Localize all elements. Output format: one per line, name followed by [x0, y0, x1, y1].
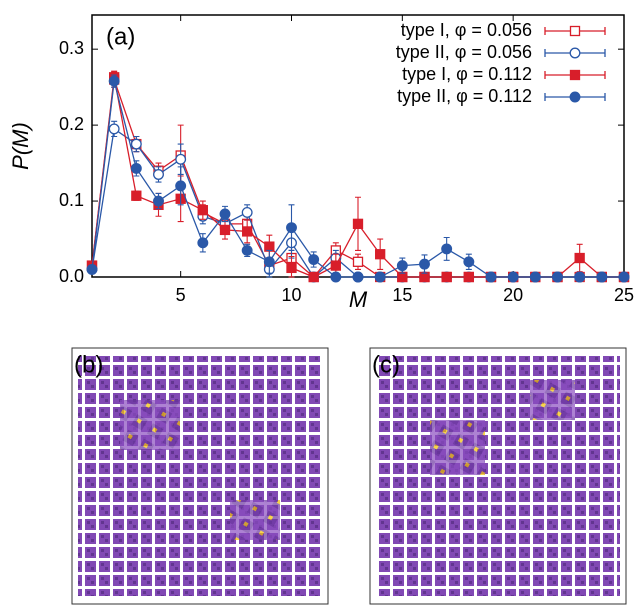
rendering: [78, 356, 322, 596]
marker: [574, 252, 585, 264]
marker: [569, 47, 581, 59]
marker: [286, 262, 297, 274]
marker: [397, 271, 408, 283]
marker: [242, 226, 253, 237]
marker: [241, 206, 253, 218]
marker: [330, 271, 342, 283]
marker: [419, 271, 430, 283]
legend-label: type II, φ = 0.112: [397, 86, 532, 106]
rendering: [230, 500, 280, 540]
panel-label: (c): [372, 351, 400, 378]
x-tick-label: 5: [176, 285, 186, 305]
marker: [286, 222, 297, 234]
marker: [569, 69, 581, 81]
marker: [308, 271, 319, 283]
legend-label: type II, φ = 0.056: [396, 42, 532, 62]
x-tick-label: 15: [392, 285, 412, 305]
y-axis-label: P(M): [8, 122, 33, 170]
marker: [131, 190, 142, 201]
marker: [507, 271, 519, 283]
marker: [330, 260, 341, 271]
marker: [219, 224, 231, 236]
panel-label: (a): [106, 23, 135, 50]
y-tick-label: 0.3: [59, 38, 84, 58]
x-tick-label: 25: [614, 285, 634, 305]
marker: [264, 241, 275, 252]
panel-label: (b): [74, 351, 103, 378]
rendering: [120, 400, 180, 450]
marker: [153, 169, 164, 180]
legend-label: type I, φ = 0.056: [401, 20, 532, 40]
marker: [153, 195, 164, 207]
marker: [596, 271, 608, 283]
marker: [374, 271, 386, 283]
marker: [175, 153, 187, 165]
marker: [463, 271, 474, 283]
marker: [352, 271, 364, 283]
marker: [219, 208, 231, 220]
marker: [441, 271, 452, 283]
x-tick-label: 20: [503, 285, 523, 305]
y-tick-label: 0.0: [59, 266, 84, 286]
marker: [352, 218, 364, 229]
marker: [441, 243, 453, 255]
legend-label: type I, φ = 0.112: [402, 64, 532, 84]
marker: [86, 263, 98, 275]
marker: [197, 205, 208, 216]
rendering: [376, 356, 620, 596]
marker: [197, 237, 209, 249]
marker: [130, 138, 142, 150]
marker: [529, 271, 541, 283]
marker: [569, 25, 581, 37]
rendering: [530, 380, 575, 420]
panel-c: [369, 347, 627, 605]
marker: [463, 256, 475, 268]
marker: [396, 260, 408, 272]
y-tick-label: 0.2: [59, 114, 84, 134]
marker: [108, 123, 120, 135]
marker: [175, 180, 187, 192]
marker: [308, 254, 320, 265]
frame: [71, 347, 329, 605]
marker: [574, 271, 586, 283]
frame: [369, 347, 627, 605]
x-tick-label: 10: [281, 285, 301, 305]
marker: [375, 249, 386, 260]
marker: [569, 91, 581, 103]
y-tick-label: 0.1: [59, 190, 84, 210]
marker: [419, 258, 430, 270]
marker: [352, 256, 364, 267]
marker: [263, 256, 275, 268]
marker: [108, 75, 120, 87]
x-axis-label: M: [349, 287, 368, 312]
marker: [130, 162, 142, 174]
rendering: [430, 420, 485, 475]
marker: [485, 271, 497, 283]
marker: [552, 271, 563, 283]
marker: [241, 244, 253, 256]
panel-b: [71, 347, 329, 605]
marker: [618, 271, 630, 283]
